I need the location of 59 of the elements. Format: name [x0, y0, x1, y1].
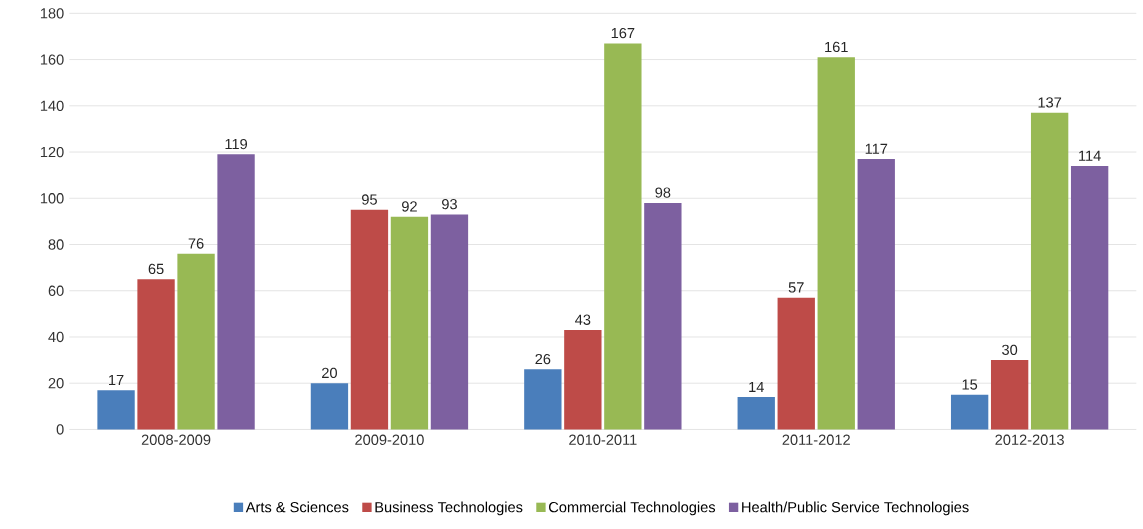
- data-label: 43: [575, 314, 591, 325]
- y-tick-label: 0: [56, 424, 64, 435]
- legend-label: Business Technologies: [375, 501, 523, 515]
- data-label: 98: [655, 187, 671, 198]
- data-label: 161: [825, 41, 848, 52]
- bar: [990, 359, 1029, 430]
- bar: [644, 202, 682, 430]
- bar: [817, 57, 855, 430]
- bar: [217, 154, 255, 430]
- y-tick-label: 140: [40, 100, 64, 111]
- y-tick-label: 20: [48, 377, 64, 389]
- legend-label: Arts & Sciences: [245, 501, 349, 513]
- bar: [310, 382, 349, 430]
- data-label: 26: [535, 353, 551, 364]
- data-label: 15: [962, 379, 978, 390]
- data-label: 117: [865, 143, 888, 154]
- bar: [524, 369, 562, 430]
- data-label: 92: [402, 201, 417, 212]
- y-tick-label: 120: [40, 146, 64, 157]
- bar: [430, 214, 469, 430]
- data-label: 95: [362, 194, 377, 205]
- bar: [1030, 112, 1069, 430]
- data-label: 93: [442, 198, 457, 210]
- x-tick-label: 2008-2009: [141, 434, 211, 445]
- y-tick-label: 180: [40, 7, 64, 19]
- x-tick-label: 2012-2013: [995, 434, 1064, 445]
- bar: [564, 329, 602, 430]
- bar: [604, 43, 642, 430]
- bar: [737, 396, 775, 430]
- x-tick-label: 2010-2011: [569, 434, 637, 445]
- data-label: 14: [749, 381, 764, 392]
- bar: [350, 209, 389, 430]
- bar: [857, 158, 895, 430]
- y-tick-label: 40: [48, 331, 64, 342]
- data-label: 57: [788, 282, 804, 293]
- bar: [177, 253, 215, 430]
- legend-label: Commercial Technologies: [549, 501, 716, 515]
- y-tick-label: 80: [48, 239, 64, 250]
- x-tick-label: 2009-2010: [355, 434, 424, 445]
- data-label: 76: [188, 238, 204, 249]
- data-label: 65: [148, 263, 164, 274]
- data-label: 17: [109, 374, 124, 385]
- data-label: 114: [1079, 150, 1101, 161]
- y-tick-label: 100: [40, 192, 64, 204]
- legend-label: Health/Public Service Technologies: [742, 501, 969, 515]
- data-label: 20: [322, 367, 337, 378]
- data-label: 167: [611, 27, 635, 39]
- bar: [137, 278, 175, 430]
- bar: [390, 216, 429, 430]
- y-tick-label: 160: [40, 54, 64, 65]
- bar: [1070, 165, 1109, 430]
- data-label: 137: [1038, 97, 1062, 108]
- bar: [777, 297, 815, 430]
- bar: [97, 389, 135, 430]
- data-label: 30: [1002, 344, 1018, 355]
- data-label: 119: [225, 138, 248, 149]
- y-tick-label: 60: [48, 285, 64, 296]
- bar: [950, 394, 989, 430]
- x-tick-label: 2011-2012: [782, 434, 850, 445]
